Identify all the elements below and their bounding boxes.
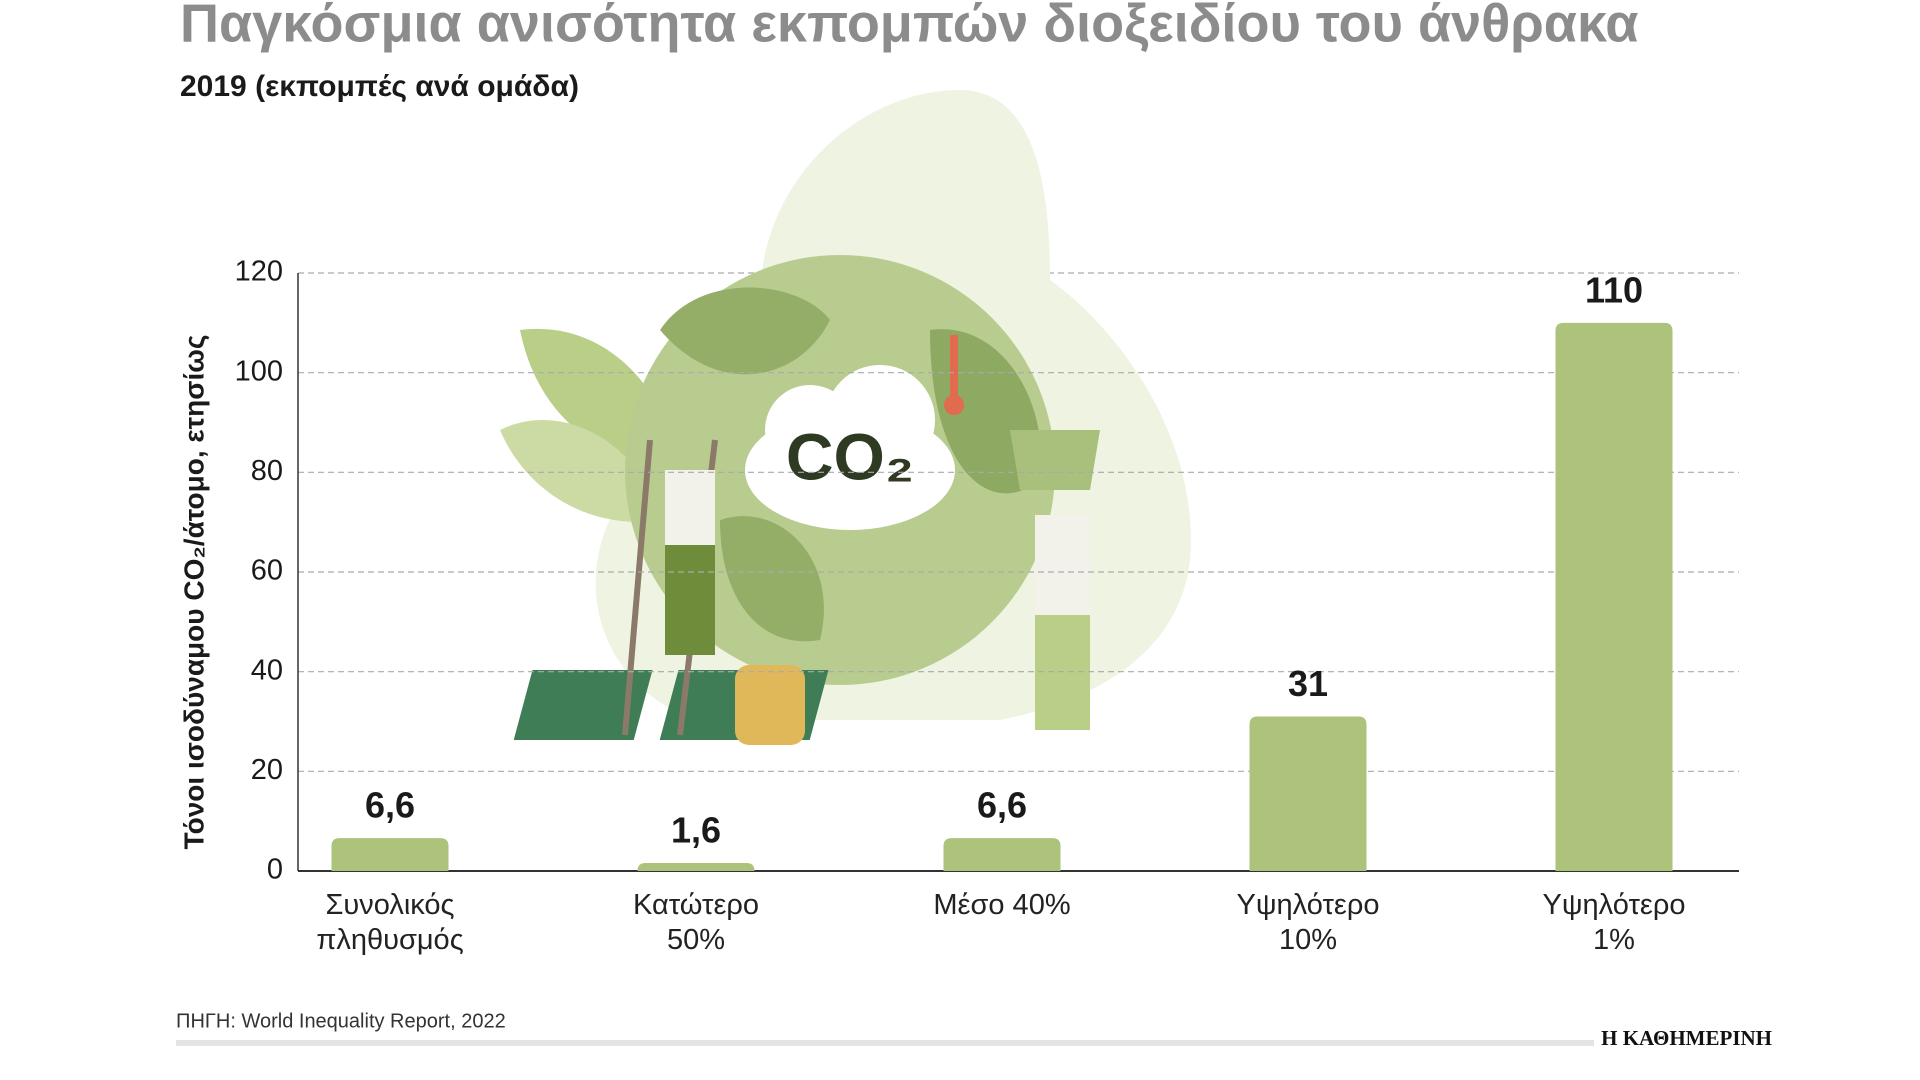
brand: Η ΚΑΘΗΜΕΡΙΝΗ [1601, 1026, 1772, 1050]
x-tick-label: Συνολικός πληθυσμός [316, 889, 464, 956]
x-tick-label: Κατώτερο 50% [632, 889, 760, 956]
chart-title: Παγκόσμια ανισότητα εκπομπών διοξειδίου … [180, 0, 1638, 53]
y-tick-label: 40 [251, 654, 283, 686]
x-tick-label: Υψηλότερο 10% [1236, 889, 1380, 956]
value-label: 31 [1288, 663, 1328, 704]
value-label: 1,6 [671, 810, 721, 851]
y-tick-label: 120 [235, 256, 283, 288]
bar [943, 838, 1061, 871]
y-tick-label: 100 [235, 355, 283, 387]
y-axis-label: Τόνοι ισοδύναμου CO₂/άτομο, ετησίως [178, 335, 209, 850]
value-label: 6,6 [365, 785, 415, 826]
chart-subtitle: 2019 (εκπομπές ανά ομάδα) [180, 70, 579, 103]
bar [1249, 716, 1367, 871]
illustration: CO₂ [500, 90, 1191, 745]
source: ΠΗΓΗ: World Inequality Report, 2022 [176, 1010, 506, 1032]
value-label: 110 [1585, 269, 1643, 310]
y-tick-label: 0 [267, 854, 283, 886]
bar [1555, 322, 1673, 871]
illustration-text: CO₂ [786, 419, 914, 493]
x-tick-label: Υψηλότερο 1% [1542, 889, 1686, 956]
value-label: 6,6 [977, 785, 1027, 826]
y-tick-label: 80 [251, 455, 283, 487]
y-tick-label: 60 [251, 555, 283, 587]
bar [637, 863, 755, 871]
y-tick-label: 20 [251, 754, 283, 786]
bar [331, 838, 449, 871]
x-tick-label: Μέσο 40% [933, 889, 1071, 921]
